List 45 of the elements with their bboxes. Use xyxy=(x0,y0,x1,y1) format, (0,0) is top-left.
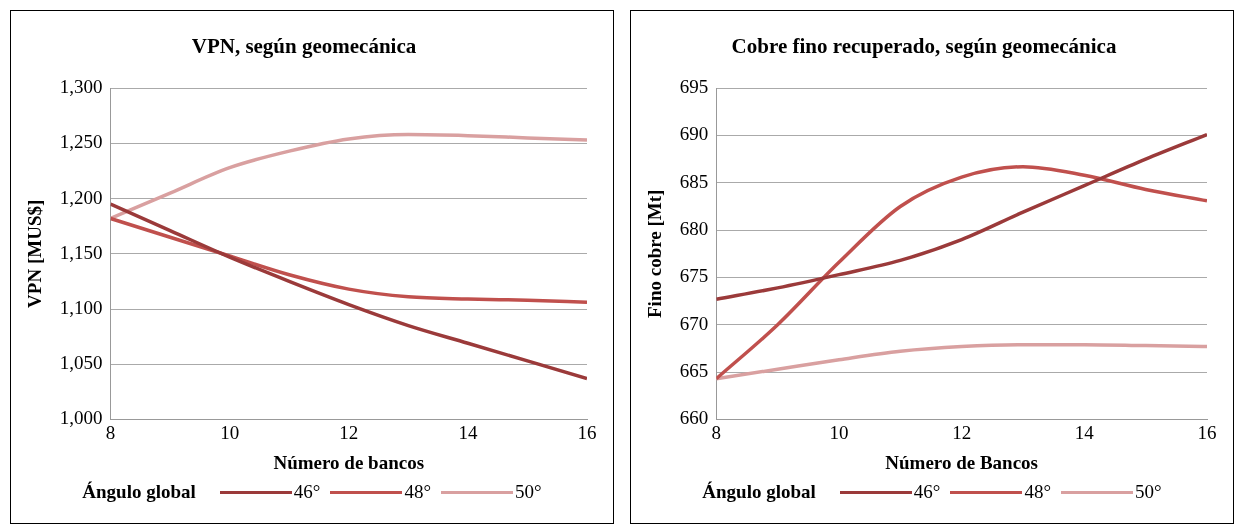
y-axis-title: Fino cobre [Mt] xyxy=(644,189,666,318)
x-tick-label: 14 xyxy=(458,421,478,443)
legend-label: 48° xyxy=(404,481,432,503)
legend-label: 46° xyxy=(913,481,941,503)
line-series xyxy=(716,132,1207,301)
legend-label: 46° xyxy=(293,481,321,503)
y-tick-label: 685 xyxy=(679,170,709,192)
legend-label: 50° xyxy=(1135,481,1162,503)
x-tick-label: 16 xyxy=(1197,421,1217,443)
y-tick-label: 695 xyxy=(679,76,709,98)
line-series xyxy=(110,132,587,221)
x-tick-label: 10 xyxy=(829,421,849,443)
line-series xyxy=(716,164,1207,381)
x-tick-label: 14 xyxy=(1074,421,1095,443)
chart-title: VPN, según geomecánica xyxy=(191,34,417,59)
y-tick-label: 1,100 xyxy=(59,296,103,318)
y-tick-label: 670 xyxy=(679,312,709,334)
y-tick-label: 675 xyxy=(679,265,709,287)
x-tick-label: 12 xyxy=(339,421,359,443)
line-series xyxy=(716,342,1207,381)
y-tick-label: 1,300 xyxy=(59,76,103,98)
x-tick-label: 8 xyxy=(711,421,722,443)
x-tick-label: 8 xyxy=(105,421,116,443)
x-axis-title: Número de Bancos xyxy=(885,451,1039,473)
line-series xyxy=(110,216,587,305)
x-tick-label: 12 xyxy=(952,421,972,443)
legend-label: 48° xyxy=(1024,481,1052,503)
x-axis-title: Número de bancos xyxy=(273,451,425,473)
y-axis-title: VPN [MUS$] xyxy=(24,199,46,308)
y-tick-label: 1,000 xyxy=(59,407,103,429)
x-tick-label: 16 xyxy=(577,421,597,443)
legend-title: Ángulo global xyxy=(82,481,196,503)
legend-label: 50° xyxy=(515,481,542,503)
chart-title: Cobre fino recuperado, según geomecánica xyxy=(731,34,1117,59)
y-tick-label: 680 xyxy=(679,218,709,240)
legend-title: Ángulo global xyxy=(702,481,816,503)
y-tick-label: 1,200 xyxy=(59,186,103,208)
y-tick-label: 690 xyxy=(679,123,709,145)
y-tick-label: 665 xyxy=(679,360,709,382)
y-tick-label: 1,050 xyxy=(59,352,103,374)
line-series xyxy=(110,202,587,381)
y-tick-label: 1,150 xyxy=(59,241,103,263)
x-tick-label: 10 xyxy=(220,421,240,443)
y-tick-label: 660 xyxy=(679,407,709,429)
y-tick-label: 1,250 xyxy=(59,131,103,153)
